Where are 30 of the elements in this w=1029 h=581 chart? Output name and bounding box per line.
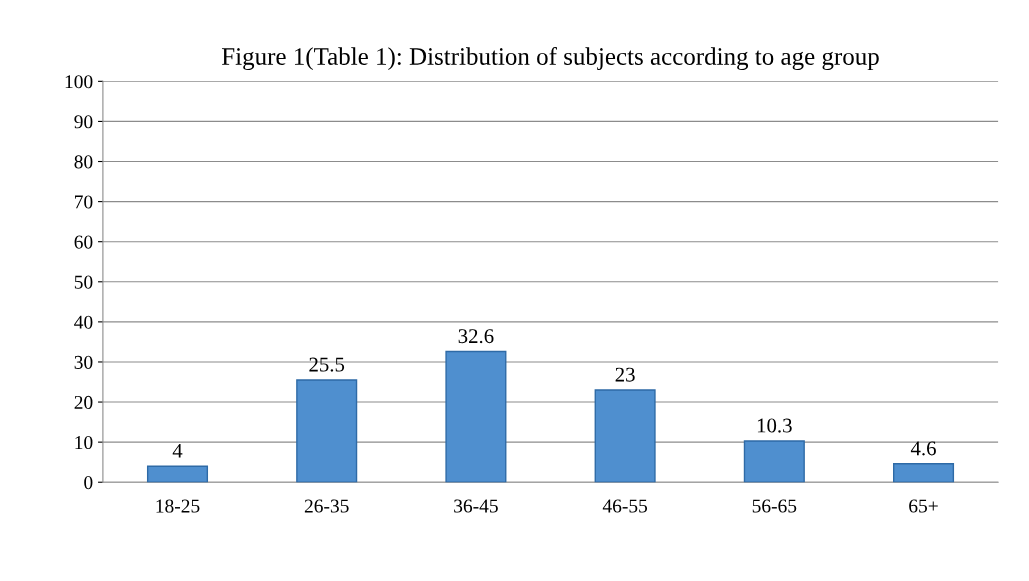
y-tick-label: 40 xyxy=(74,315,93,329)
data-label: 23 xyxy=(615,367,635,382)
bar xyxy=(892,463,955,483)
chart-title: Figure 1(Table 1): Distribution of subjects according to age group xyxy=(221,47,879,71)
bar xyxy=(743,440,805,483)
y-tick-label: 20 xyxy=(74,395,93,409)
bar xyxy=(296,379,358,483)
bar xyxy=(146,465,209,483)
y-tick-label: 0 xyxy=(84,476,93,490)
data-label: 4.6 xyxy=(910,441,936,456)
data-label: 4 xyxy=(172,443,183,458)
y-tick-label: 90 xyxy=(74,115,93,129)
x-tick-label: 65+ xyxy=(909,499,938,513)
data-label: 10.3 xyxy=(757,418,792,433)
x-tick-label: 56-65 xyxy=(752,499,797,513)
y-tick-label: 30 xyxy=(74,355,93,369)
y-tick-label: 80 xyxy=(74,155,93,169)
y-tick-label: 70 xyxy=(75,195,93,209)
data-label: 32.6 xyxy=(458,329,494,344)
bar xyxy=(445,350,507,483)
x-tick-label: 36-45 xyxy=(454,499,498,513)
x-tick-label: 26-35 xyxy=(304,499,349,513)
x-tick-label: 18-25 xyxy=(156,499,200,513)
y-tick-label: 60 xyxy=(74,235,93,249)
data-label: 25.5 xyxy=(309,357,345,372)
y-tick-label: 50 xyxy=(74,275,93,289)
bar xyxy=(594,389,656,483)
y-tick-label: 10 xyxy=(75,435,93,450)
x-tick-label: 46-55 xyxy=(602,499,648,513)
y-tick-label: 100 xyxy=(65,75,93,89)
